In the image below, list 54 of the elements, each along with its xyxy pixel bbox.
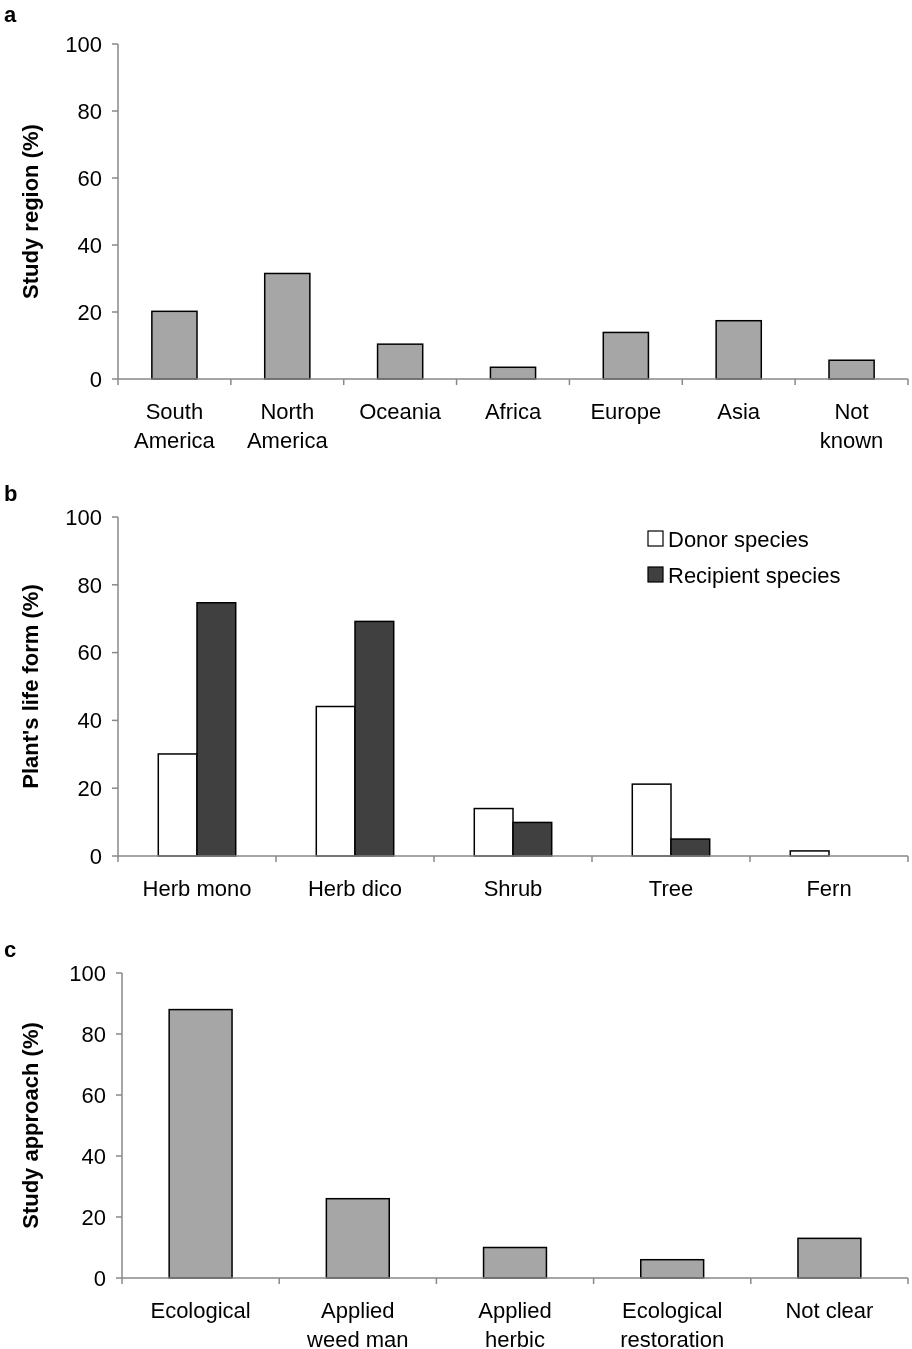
chart-title: b <box>4 481 18 506</box>
y-tick-label: 100 <box>69 960 106 986</box>
bar <box>325 1197 390 1279</box>
y-axis-title: Study approach (%) <box>18 1022 43 1229</box>
bar <box>602 331 650 380</box>
y-tick-label: 60 <box>77 165 102 191</box>
bar <box>168 1008 233 1279</box>
y-tick-label: 20 <box>77 299 102 325</box>
bar <box>263 272 311 380</box>
x-tick-label: Not known <box>819 399 884 453</box>
bar <box>640 1258 705 1279</box>
bar <box>828 359 875 380</box>
y-tick-label: 20 <box>81 1204 106 1230</box>
x-tick-label: Herb dico <box>307 876 403 901</box>
legend-label: Donor species <box>668 526 809 552</box>
y-tick-label: 40 <box>77 232 102 258</box>
x-tick-label: Shrub <box>483 876 543 901</box>
y-tick-label: 100 <box>65 31 102 57</box>
y-axis-title: Study region (%) <box>18 124 43 299</box>
y-tick-label: 60 <box>77 640 102 666</box>
x-tick-label: Applied weed man <box>306 1298 409 1349</box>
y-axis-title: Plant's life form (%) <box>18 584 43 789</box>
bar <box>797 1237 862 1279</box>
x-tick-label: Not clear <box>785 1298 874 1323</box>
chart-title: c <box>4 937 17 962</box>
x-tick-label: Herb mono <box>142 876 252 901</box>
bar <box>151 310 198 380</box>
y-tick-label: 60 <box>81 1082 106 1108</box>
x-tick-label: South America <box>134 399 216 453</box>
x-tick-label: Ecological <box>150 1298 251 1323</box>
x-tick-label: Ecological restoration <box>620 1298 725 1349</box>
x-tick-label: Tree <box>648 876 694 901</box>
y-tick-label: 80 <box>81 1021 106 1047</box>
x-tick-label: North America <box>246 399 329 453</box>
chart-title: a <box>4 2 17 27</box>
x-tick-label: Asia <box>717 399 761 424</box>
x-tick-label: Africa <box>484 399 542 424</box>
y-tick-label: 80 <box>77 98 102 124</box>
y-tick-label: 100 <box>65 504 102 530</box>
x-tick-label: Oceania <box>359 399 442 424</box>
bar <box>482 1246 548 1279</box>
y-tick-label: 40 <box>77 708 102 734</box>
y-tick-label: 0 <box>89 366 102 392</box>
y-tick-label: 0 <box>93 1265 106 1291</box>
x-tick-label: Applied herbic <box>478 1298 552 1349</box>
y-tick-label: 40 <box>81 1143 106 1169</box>
bar <box>715 319 763 380</box>
x-tick-label: Europe <box>590 399 662 424</box>
bar <box>376 343 424 380</box>
y-tick-label: 20 <box>77 775 102 801</box>
y-tick-label: 0 <box>89 843 102 869</box>
legend-label: Recipient species <box>668 562 841 588</box>
x-tick-label: Fern <box>806 876 852 901</box>
y-tick-label: 80 <box>77 572 102 598</box>
